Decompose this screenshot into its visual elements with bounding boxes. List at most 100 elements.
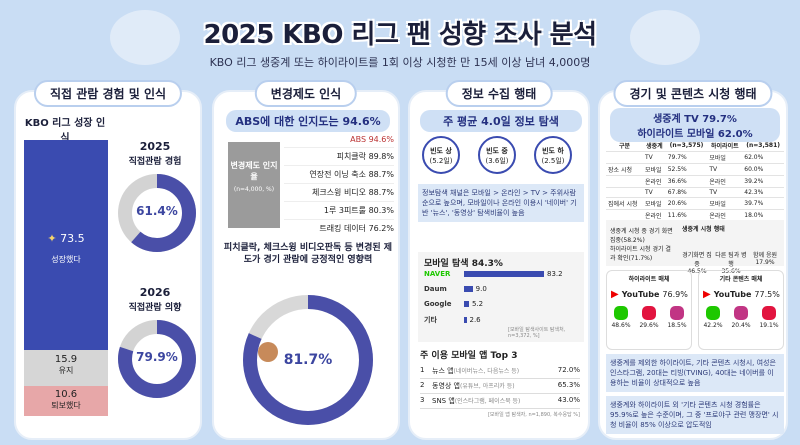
bar-row: Daum 9.0 (424, 285, 487, 293)
bar-value: 2.6 (469, 316, 481, 324)
table-row: TV 67.8% TV 42.3% (606, 187, 784, 198)
naver-icon (614, 306, 628, 320)
donut1-arc (118, 174, 196, 252)
growth-label: KBO 리그 성장 인식 (24, 118, 106, 144)
rule-item: 트래킹 데이터 76.2% (319, 224, 394, 233)
mobile-box: 모바일 탐색 84.3% NAVER 83.2 Daum 9.0 Google 5.2 기타… (418, 252, 584, 342)
behavior-item: 경기화면 집중 46.5% (682, 252, 712, 275)
decline-text: 퇴보했다 (51, 401, 81, 410)
app-item: 20.4% (731, 306, 751, 329)
other-apps: 42.2% 20.4% 19.1% (699, 306, 783, 329)
awareness-sub: (n=4,000, %) (233, 186, 275, 193)
left-note: 하이라이트 시청 경기 결과 확인(71.7%) (610, 246, 671, 262)
table-row: 장소 시청 모바일 52.5% TV 60.0% (606, 163, 784, 176)
growth-value: 73.5 (60, 232, 85, 245)
behavior-item: 함께 응원 17.9% (753, 252, 777, 266)
effect-value: 81.7% (283, 352, 333, 368)
instagram-icon (734, 306, 748, 320)
top3-row: 3 SNS 앱 (인스타그램, 페이스북 등) 43.0% (420, 394, 580, 409)
table-row: 집에서 시청 모바일 20.6% 모바일 39.7% (606, 197, 784, 210)
panel-info: 정보 수집 행태 주 평균 4.0일 정보 탐색 빈도 상 (5.2일) 빈도 중… (408, 80, 590, 440)
bar (464, 301, 469, 307)
bar-value: 5.2 (472, 300, 484, 308)
behavior-item: 다른 팀과 병행 35.6% (715, 252, 747, 275)
bar-label: NAVER (424, 270, 451, 278)
rule-item: 체크스윙 비디오 88.7% (284, 184, 394, 202)
viewing-headline: 생중계 TV 79.7% 하이라이트 모바일 62.0% (610, 108, 780, 142)
youtube-icon: ▶ (703, 289, 711, 300)
panel-attendance: 직접 관람 경험 및 인식 KBO 리그 성장 인식 ✦ 73.5 성장했다 1… (14, 80, 202, 440)
instagram-icon (670, 306, 684, 320)
donut2-value: 79.9% (136, 350, 178, 364)
top3-note: [모바일 앱 탐색자, n=1,890, 복수응답 %] (487, 412, 580, 418)
bar-label: 기타 (424, 316, 437, 324)
info-text: 정보탐색 채널은 모바일 > 온라인 > TV > 주위사람 순으로 높으며, … (418, 184, 584, 222)
donut2-arc (118, 320, 196, 398)
note2: 생중계와 하이라이트 외 '기타 콘텐츠 시청 경험률은 95.9%로 높은 수… (606, 396, 784, 434)
table-header: 구분 생중계 (n=3,575) 하이라이트 (n=3,581) (606, 140, 784, 152)
panel-title: 경기 및 콘텐츠 시청 행태 (613, 80, 773, 107)
rule-item: 1루 3피트룰 80.3% (284, 202, 394, 220)
highlight-media-card: 하이라이트 매체 ▶ YouTube 76.9% 48.6% 29.6% 18.… (606, 270, 692, 350)
other-youtube: ▶ YouTube 77.5% (703, 289, 780, 300)
baseball-glove-icon (258, 342, 278, 362)
keep-text: 유지 (58, 366, 74, 375)
rule-item: ABS 94.6% (284, 132, 394, 148)
freq-high: 빈도 상 (5.2일) (422, 136, 460, 174)
effect-arc (243, 295, 373, 425)
panel-title: 직접 관람 경험 및 인식 (33, 80, 183, 107)
bar (464, 271, 544, 277)
other-media-card: 기타 콘텐츠 매체 ▶ YouTube 77.5% 42.2% 20.4% 19… (698, 270, 784, 350)
effect-donut (243, 295, 373, 425)
donut1-value: 61.4% (136, 204, 178, 218)
keep-box: 15.9 유지 (24, 350, 108, 386)
bar-label: Google (424, 300, 452, 308)
bar-row: Google 5.2 (424, 300, 483, 308)
tving-icon (762, 306, 776, 320)
panel-viewing: 경기 및 콘텐츠 시청 행태 생중계 TV 79.7% 하이라이트 모바일 62.… (598, 80, 788, 440)
abs-title: ABS에 대한 인지도는 94.6% (226, 110, 390, 132)
donut2-year: 2026 (139, 286, 171, 299)
page-title: 2025 KBO 리그 팬 성향 조사 분석 (203, 20, 597, 50)
other-title: 기타 콘텐츠 매체 (719, 276, 763, 283)
decline-value: 10.6 (54, 389, 78, 400)
bar-label: Daum (424, 285, 447, 293)
bar (464, 317, 467, 323)
behavior-box: 생중계 시청 중 경기 화면 집중(58.2%) 하이라이트 시청 경기 결과 … (606, 220, 784, 275)
top3-row: 1 뉴스 앱 (네이버뉴스, 다음뉴스 등) 72.0% (420, 364, 580, 379)
panel-title: 정보 수집 행태 (445, 80, 553, 107)
freq-mid: 빈도 중 (3.6일) (478, 136, 516, 174)
donut2-label: 직접관람 의향 (128, 303, 182, 313)
freq-low: 빈도 하 (2.5일) (534, 136, 572, 174)
table-row: TV 79.7% 모바일 62.0% (606, 151, 784, 164)
highlight-youtube: ▶ YouTube 76.9% (611, 289, 688, 300)
bar-row: NAVER 83.2 (424, 270, 563, 278)
rule-item: 연장전 이닝 축소 88.7% (284, 166, 394, 184)
tving-icon (642, 306, 656, 320)
donut1-label: 직접관람 경험 (128, 157, 182, 167)
donut2-chart (118, 320, 196, 398)
page-subtitle: KBO 리그 생중계 또는 하이라이트를 1회 이상 시청한 만 15세 이상 … (209, 56, 591, 69)
bar (464, 286, 473, 292)
mobile-title: 모바일 탐색 84.3% (424, 259, 503, 269)
donut1-year: 2025 (139, 140, 171, 153)
app-item: 18.5% (667, 306, 687, 329)
decline-box: 10.6 퇴보했다 (24, 386, 108, 416)
bar-value: 83.2 (547, 270, 563, 278)
bar-row: 기타 2.6 (424, 315, 481, 325)
donut1-chart (118, 174, 196, 252)
table-row: 온라인 36.6% 온라인 39.2% (606, 175, 784, 188)
app-item: 42.2% (703, 306, 723, 329)
effect-title: 피치클락, 체크스윙 비디오판독 등 변경된 제도가 경기 관람에 긍정적인 영… (223, 243, 393, 265)
awareness-box: 변경제도 인지율 (n=4,000, %) (228, 142, 280, 228)
growth-text: 성장했다 (51, 255, 81, 264)
weekly-title: 주 평균 4.0일 정보 탐색 (420, 110, 582, 132)
youtube-icon: ▶ (611, 289, 619, 300)
top3-title: 주 이용 모바일 앱 Top 3 (420, 351, 518, 361)
pitcher-illustration (630, 10, 700, 65)
bar-value: 9.0 (475, 285, 487, 293)
app-item: 29.6% (639, 306, 659, 329)
batter-illustration (110, 10, 180, 65)
sparkle-icon: ✦ (47, 232, 57, 245)
growth-bar: ✦ 73.5 성장했다 (24, 140, 108, 350)
